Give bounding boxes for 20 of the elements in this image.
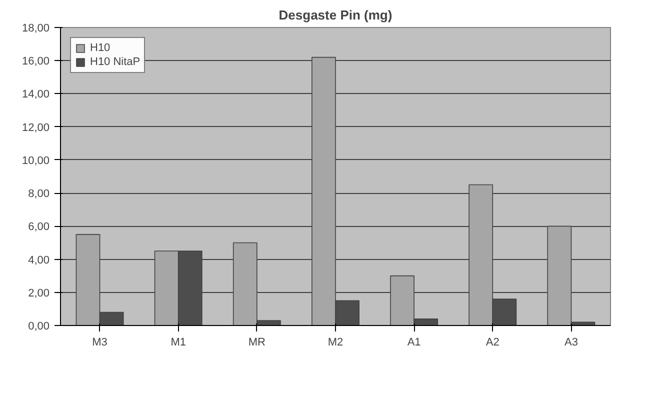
y-tick-label: 18,00	[22, 22, 50, 34]
x-tick-label: M3	[92, 336, 108, 348]
x-tick-label: M1	[170, 336, 186, 348]
x-tick-label: A3	[564, 336, 578, 348]
legend-label: H10 NitaP	[90, 56, 140, 68]
y-tick-label: 12,00	[22, 122, 50, 134]
chart-title: Desgaste Pin (mg)	[278, 8, 392, 22]
y-tick-label: 0,00	[28, 320, 50, 332]
legend-label: H10	[90, 42, 110, 54]
y-tick-label: 14,00	[22, 88, 50, 101]
x-tick-label: A2	[486, 336, 500, 348]
x-tick-label: M2	[328, 336, 344, 348]
y-tick-label: 4,00	[28, 254, 50, 266]
y-tick-label: 16,00	[22, 56, 50, 68]
y-tick-label: 10,00	[22, 154, 50, 167]
y-tick-label: 6,00	[28, 221, 50, 234]
y-tick-label: 2,00	[28, 287, 50, 300]
x-tick-label: A1	[407, 336, 421, 348]
x-tick-label: MR	[248, 336, 266, 348]
y-tick-label: 8,00	[28, 188, 50, 200]
